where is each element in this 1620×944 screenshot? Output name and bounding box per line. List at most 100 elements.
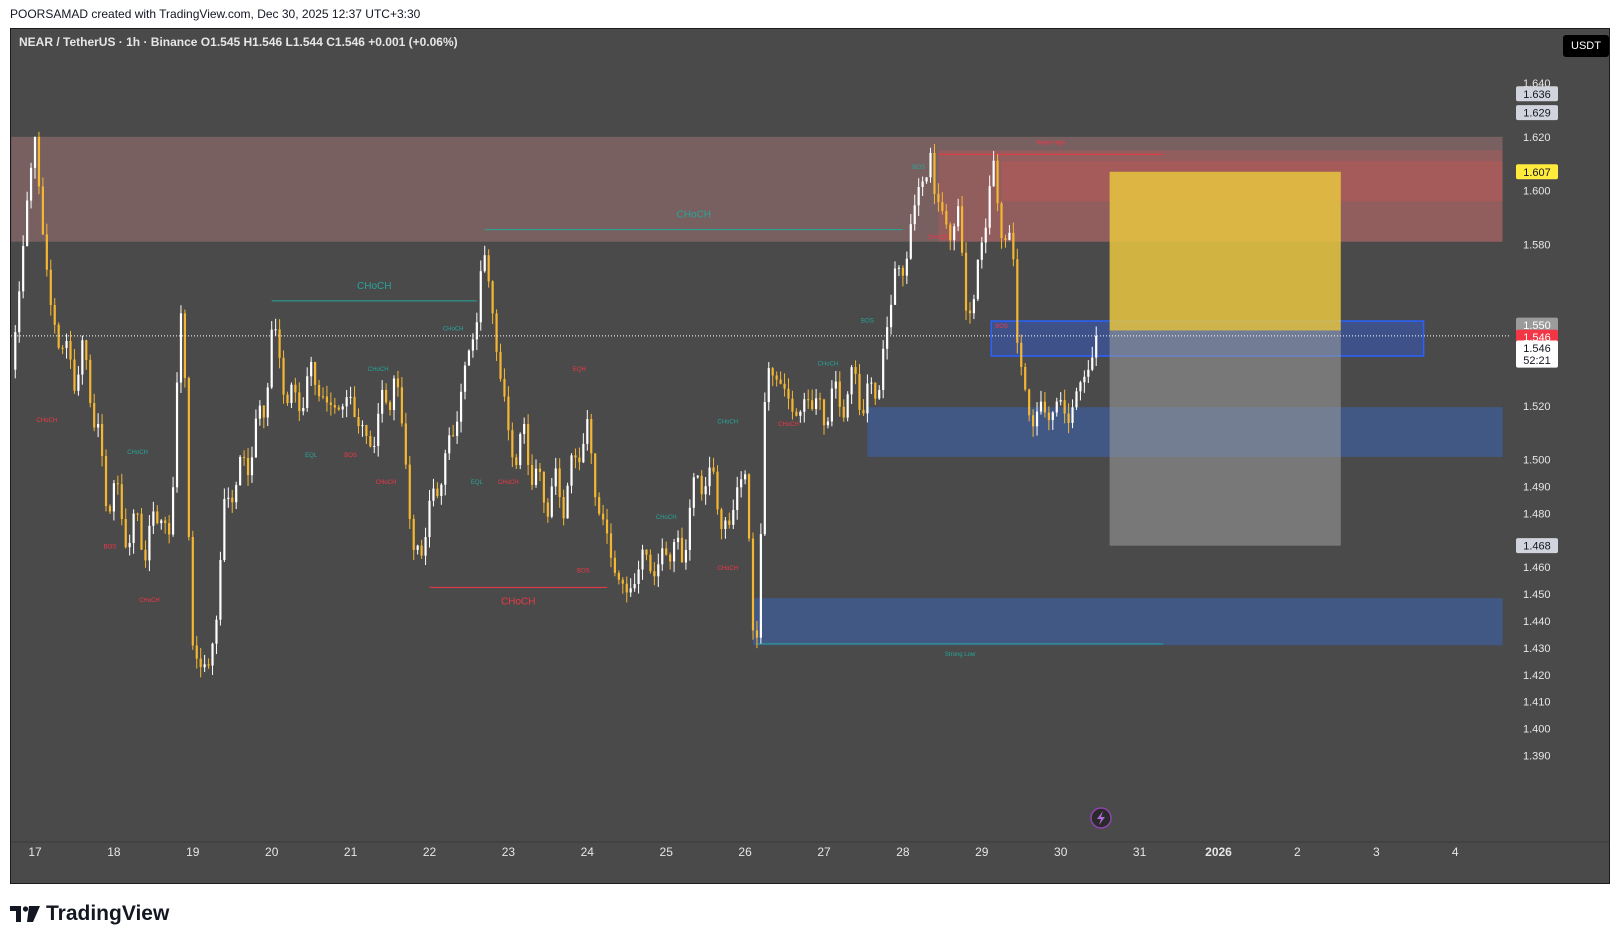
candle-body: [905, 258, 908, 276]
price-tick-label: 1.390: [1523, 751, 1551, 763]
candle-body: [156, 511, 159, 524]
candle-body: [136, 513, 139, 515]
candle-body: [1055, 401, 1058, 413]
candle-body: [463, 365, 467, 392]
time-tick-label: 30: [1054, 845, 1068, 859]
tradingview-logo[interactable]: TradingView: [10, 902, 169, 926]
price-label: 1.546: [1523, 343, 1551, 355]
candle-body: [183, 313, 187, 379]
candle-body: [964, 252, 968, 311]
candle-body: [93, 403, 96, 428]
time-tick-label: 28: [896, 845, 910, 859]
currency-button[interactable]: USDT: [1563, 35, 1609, 57]
structure-tag: CHoCH: [376, 480, 397, 486]
price-chart[interactable]: CHoCH CHoCH CHoCH Weak High Strong Low CHoCH C…: [11, 29, 1609, 883]
candle-body: [724, 520, 727, 530]
candle-body: [29, 167, 33, 201]
candle-body: [440, 484, 443, 497]
price-label: 1.550: [1523, 320, 1551, 332]
candle-body: [432, 488, 435, 501]
structure-tag: EQH: [573, 367, 586, 373]
candle-body: [361, 425, 364, 427]
candle-body: [692, 477, 695, 508]
price-label-box: [1516, 317, 1558, 333]
time-tick-label: 17: [28, 845, 42, 859]
candle-body: [523, 423, 526, 435]
candle-body: [933, 152, 936, 194]
candle-body: [641, 549, 644, 570]
candle-body: [838, 381, 841, 407]
candle-body: [1004, 238, 1007, 240]
candle-body: [353, 396, 356, 418]
candle-body: [1063, 400, 1066, 414]
chart-frame[interactable]: CHoCH CHoCH CHoCH Weak High Strong Low CHoCH C…: [10, 28, 1610, 884]
candle-body: [491, 281, 494, 314]
candle-body: [909, 224, 912, 259]
candle-body: [424, 537, 427, 556]
candle-body: [858, 373, 861, 410]
candle-body: [471, 339, 474, 351]
candle-body: [550, 486, 553, 517]
structure-tag: BOS: [104, 544, 117, 550]
candle-body: [14, 332, 17, 370]
candle-body: [333, 405, 336, 408]
candle-body: [400, 387, 403, 424]
candle-body: [428, 500, 431, 538]
candle-body: [846, 394, 849, 418]
time-tick-label: 4: [1452, 845, 1459, 859]
candle-body: [815, 398, 818, 410]
candle-body: [89, 359, 92, 404]
time-tick-label: 22: [423, 845, 437, 859]
structure-tag: CHoCH: [717, 566, 738, 572]
candle-body: [787, 388, 790, 399]
candle-body: [77, 374, 80, 391]
candle-body: [357, 417, 360, 427]
candle-body: [148, 525, 151, 561]
candle-body: [605, 519, 609, 534]
structure-tag: BOS: [577, 569, 590, 575]
structure-label: Strong Low: [945, 652, 976, 658]
price-tick-label: 1.430: [1523, 643, 1551, 655]
candle-body: [1031, 415, 1035, 427]
price-label-box: [1516, 538, 1558, 554]
candle-body: [306, 376, 309, 408]
candle-body: [633, 583, 636, 589]
candle-body: [1012, 232, 1015, 260]
candle-body: [116, 483, 119, 485]
candle-body: [345, 397, 348, 407]
candle-body: [274, 329, 277, 331]
structure-tag: CHoCH: [443, 326, 464, 332]
candle-body: [160, 520, 163, 524]
candle-body: [830, 388, 833, 422]
candle-body: [960, 206, 964, 253]
candle-body: [408, 464, 411, 519]
candle-body: [870, 382, 873, 384]
candle-body: [65, 340, 68, 349]
candle-body: [1020, 342, 1023, 367]
candle-body: [53, 305, 56, 325]
candle-body: [250, 457, 254, 476]
candle-body: [917, 187, 920, 206]
time-tick-label: 23: [502, 845, 516, 859]
candle-body: [601, 513, 605, 520]
time-tick-label: 18: [107, 845, 121, 859]
candle-body: [128, 542, 131, 548]
candle-body: [1075, 391, 1078, 408]
time-tick-label: 24: [581, 845, 595, 859]
candle-body: [515, 457, 518, 466]
candle-body: [799, 411, 802, 416]
candle-body: [700, 475, 703, 495]
candle-body: [937, 193, 940, 203]
candle-body: [669, 554, 672, 562]
candle-body: [467, 350, 471, 366]
price-label: 1.607: [1523, 167, 1551, 179]
candle-body: [22, 245, 25, 292]
price-tick-label: 1.450: [1523, 589, 1551, 601]
candle-body: [803, 399, 806, 412]
candle-body: [1059, 400, 1062, 402]
candle-body: [195, 645, 198, 659]
lightning-icon[interactable]: [1090, 807, 1112, 829]
candle-body: [625, 583, 628, 593]
candle-body: [586, 419, 589, 444]
time-tick-label: 26: [738, 845, 752, 859]
